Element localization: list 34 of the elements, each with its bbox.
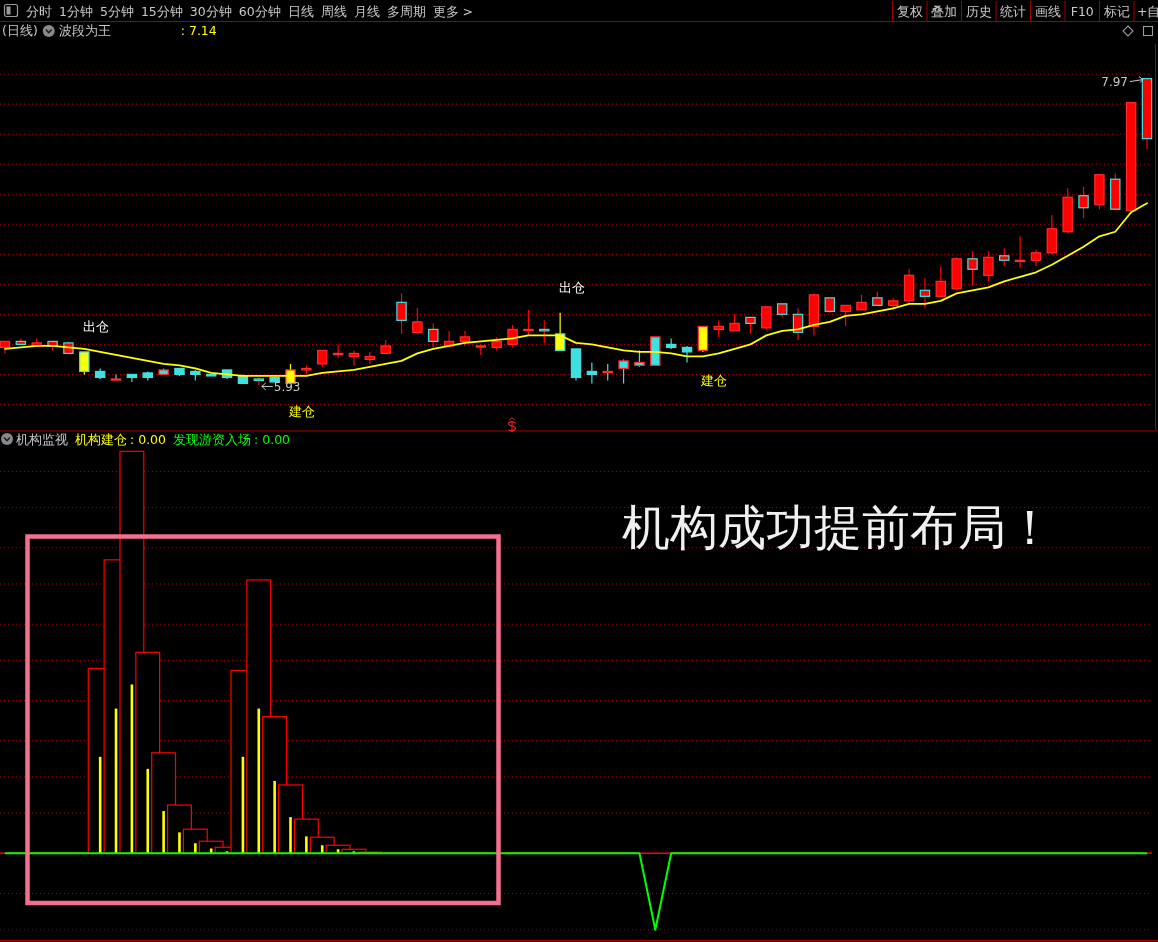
text: 标记 [1102,4,1130,19]
text: 建仓 [289,404,315,420]
chart-title: (日线) [2,23,38,38]
text: 出仓 [82,318,109,334]
text: 分时 [26,4,52,19]
text: 更多 > [432,4,474,19]
text: : 0.00 [254,432,291,447]
text: 画线 [1034,4,1061,19]
text: 多周期 [386,4,426,19]
text: 出仓 [558,279,585,295]
annotation: 5.93 [273,379,301,394]
text: 历史 [965,4,992,19]
text: 60分钟 [238,4,281,19]
text: 建仓 [701,372,728,388]
annotation: 7.97 [1101,74,1128,89]
text: 统计 [1000,4,1027,19]
annotation: : 7.14 [180,23,217,38]
text: F10 [1070,4,1094,19]
text: 30分钟 [189,4,232,19]
text: 15分钟 [140,4,183,19]
chart-subtitle: 波段为王 [58,23,111,38]
text: : 0.00 [130,432,167,447]
chart-title: 机构监视 [16,432,68,447]
text: 发现游资入场 [173,432,252,447]
text: 日线 [287,4,314,19]
text: 机构建仓 [75,432,127,447]
annotation: 机构成功提前布局！ [622,499,1054,555]
text: 叠加 [931,4,958,19]
text: 复权 [896,4,923,19]
text: 周线 [320,4,347,19]
text: 5分钟 [99,4,134,19]
text: 1分钟 [59,4,93,19]
text: 月线 [353,4,380,19]
text: +自 [1137,4,1158,19]
